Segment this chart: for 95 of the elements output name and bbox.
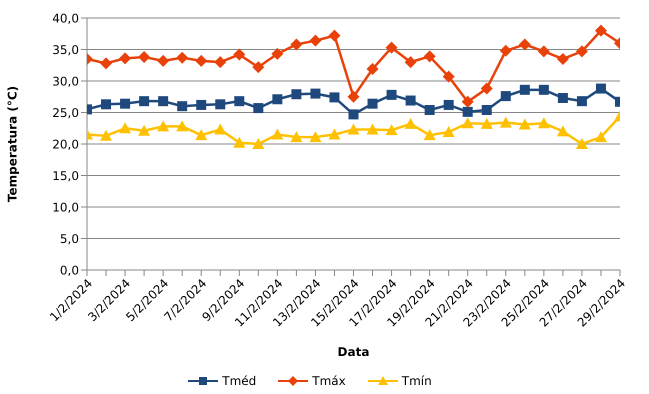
legend-label: Tmáx (311, 374, 346, 388)
y-tick-label: 15,0 (52, 168, 79, 183)
point (442, 70, 455, 83)
point (101, 99, 112, 110)
point (214, 124, 226, 135)
point (556, 52, 569, 65)
point (252, 61, 264, 74)
point (520, 84, 530, 95)
y-tick-label: 20,0 (52, 137, 79, 152)
point (594, 131, 607, 142)
y-tick-label: 10,0 (52, 200, 79, 214)
point (100, 57, 112, 70)
point (196, 100, 206, 110)
point (176, 120, 188, 132)
point (290, 131, 302, 142)
y-tick-label: 25,0 (52, 106, 79, 120)
point (556, 125, 569, 136)
point (500, 44, 512, 57)
point (386, 42, 398, 54)
point (176, 52, 188, 64)
y-tick-label: 0,0 (60, 263, 79, 278)
point (538, 117, 550, 128)
point (444, 100, 454, 110)
x-axis-title: Data (338, 345, 370, 359)
point (272, 94, 282, 104)
point (157, 54, 170, 67)
point (538, 84, 549, 95)
point (233, 48, 246, 61)
point (119, 52, 132, 64)
point (309, 131, 322, 142)
point (424, 129, 436, 140)
y-tick-label: 5,0 (60, 232, 79, 246)
point (518, 118, 531, 130)
point (233, 136, 246, 148)
point (253, 103, 264, 114)
point (234, 96, 244, 106)
point (558, 93, 568, 104)
point (138, 124, 150, 136)
point (424, 104, 435, 115)
legend-label: Tméd (221, 374, 256, 388)
point (480, 118, 493, 129)
point (462, 96, 474, 108)
y-tick-label: 30,0 (52, 74, 79, 88)
point (329, 92, 340, 102)
point (138, 51, 150, 64)
point (348, 90, 360, 103)
point (462, 117, 474, 128)
point (214, 56, 226, 68)
point (291, 89, 302, 100)
point (368, 98, 378, 109)
point (290, 38, 302, 50)
point (576, 138, 588, 149)
point (119, 122, 132, 134)
y-tick-label: 40,0 (52, 11, 79, 26)
point (480, 82, 493, 95)
point (348, 124, 360, 135)
point (538, 45, 550, 58)
point (310, 88, 320, 99)
point (195, 129, 208, 140)
y-axis-title: Temperatura (°C) (5, 86, 20, 202)
point (442, 126, 455, 138)
point (366, 124, 379, 135)
point (271, 48, 284, 60)
point (500, 91, 511, 102)
point (120, 98, 130, 109)
point (100, 130, 112, 141)
point (252, 138, 264, 149)
point (500, 116, 512, 128)
point (158, 96, 168, 106)
point (177, 101, 188, 112)
point (328, 128, 340, 140)
y-tick-label: 35,0 (52, 42, 79, 57)
point (404, 56, 417, 68)
point (596, 84, 606, 94)
point (404, 118, 417, 129)
point (462, 106, 473, 117)
point (482, 104, 492, 115)
point (386, 90, 397, 100)
point (386, 124, 398, 136)
point (518, 38, 531, 50)
point (594, 24, 607, 37)
point (406, 96, 416, 106)
point (576, 45, 588, 58)
point (309, 34, 322, 47)
point (271, 128, 284, 140)
point (348, 109, 358, 120)
point (157, 120, 170, 132)
legend-label: Tmín (400, 374, 432, 388)
point (328, 30, 340, 42)
point (576, 96, 587, 106)
point (139, 96, 150, 106)
point (424, 50, 436, 62)
point (195, 54, 208, 67)
point (366, 63, 379, 76)
point (215, 99, 226, 110)
